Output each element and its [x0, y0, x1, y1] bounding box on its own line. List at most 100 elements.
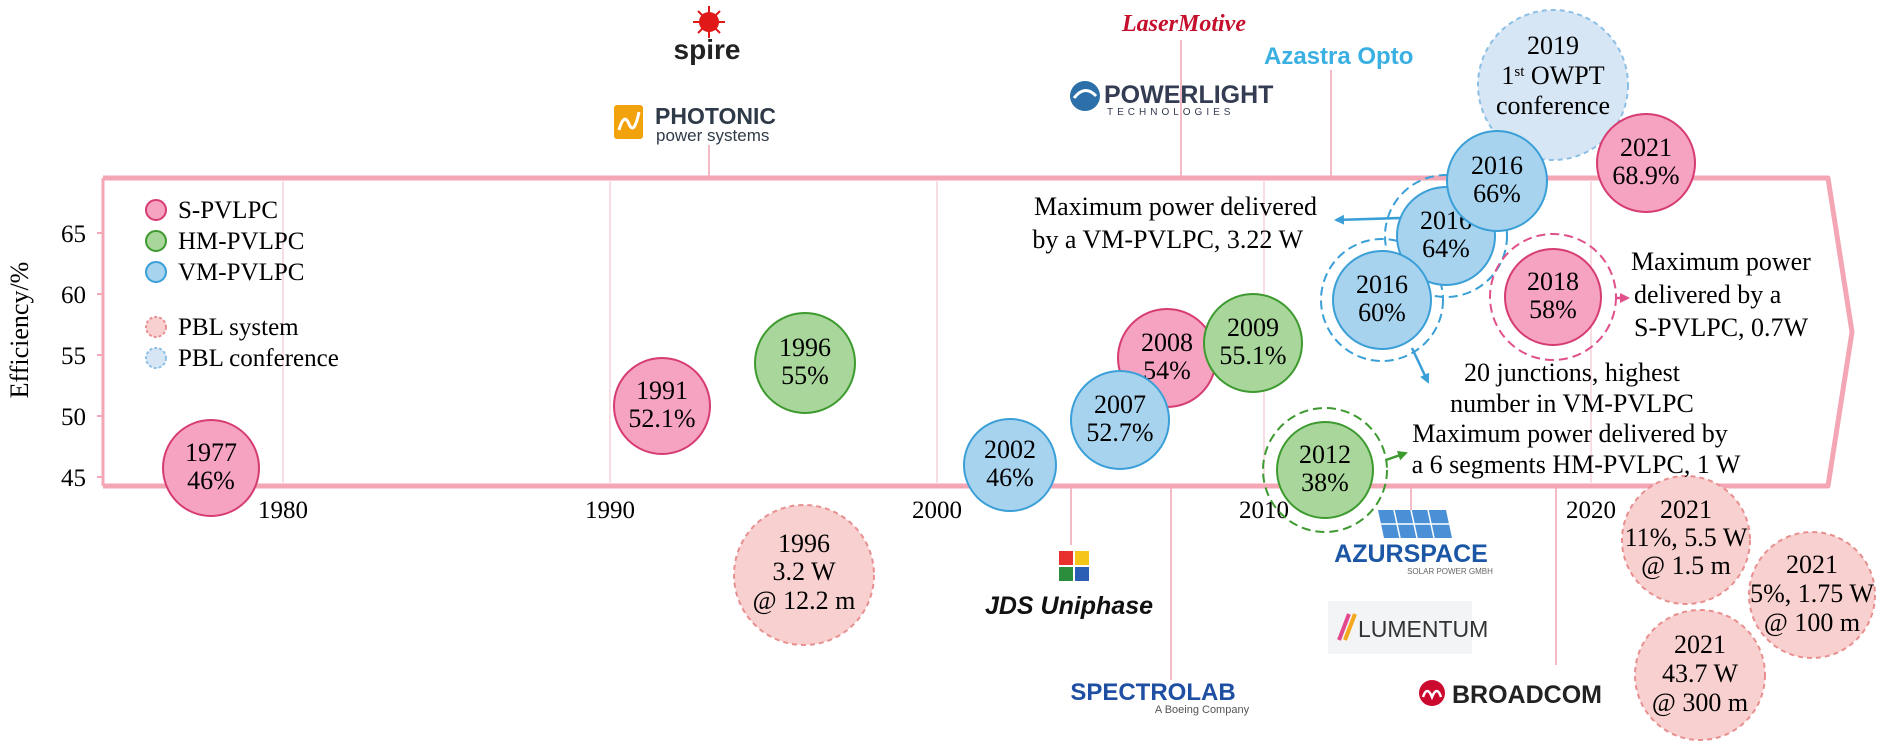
powerlight-icon	[1070, 81, 1100, 111]
annotation-line: a 6 segments HM-PVLPC, 1 W	[1412, 450, 1741, 479]
bubble-efficiency: 46%	[187, 466, 235, 495]
logo-azastra: Azastra Opto	[1264, 43, 1413, 70]
pbl-conference-year: 2019	[1527, 31, 1579, 60]
highlight-ring-2016-64	[1384, 174, 1508, 298]
bubble-hm-pvlpc-2009: 2009 55.1%	[1203, 293, 1303, 393]
logo-powerlight: POWERLIGHT TECHNOLOGIES	[1070, 81, 1273, 118]
logo-text: LUMENTUM	[1358, 616, 1488, 642]
annotation-line: by a VM-PVLPC, 3.22 W	[1032, 225, 1303, 254]
logo-text: AZURSPACE	[1334, 540, 1488, 568]
x-tick-label: 1990	[585, 497, 635, 524]
logo-spectrolab: SPECTROLAB A Boeing Company	[1070, 679, 1249, 716]
logo-jds: JDS Uniphase	[985, 551, 1153, 620]
pbl-conference-circle	[1477, 9, 1629, 161]
bubble-year: 1991	[636, 376, 688, 405]
bubble-s-pvlpc-1991: 1991 52.1%	[613, 357, 711, 455]
highlight-ring-2012	[1262, 407, 1388, 533]
logo-text: Azastra Opto	[1264, 43, 1413, 70]
x-tick-label: 2010	[1239, 497, 1289, 524]
bubble-efficiency: 52.7%	[1086, 418, 1153, 447]
bubble-circle	[162, 419, 260, 517]
pbl-distance: @ 300 m	[1652, 688, 1748, 717]
annotation-hm-max-power: Maximum power delivered by a 6 segments …	[1385, 419, 1741, 479]
bubble-efficiency: 64%	[1422, 234, 1470, 263]
efficiency-bubbles: 1977 46% 1991 52.1% 1996 55% 2002 46% 20…	[162, 113, 1696, 519]
pbl-distance: @ 100 m	[1764, 608, 1860, 637]
logo-lumentum: LUMENTUM	[1328, 601, 1488, 654]
annotation-line: number in VM-PVLPC	[1450, 389, 1694, 418]
pbl-conference-name: OWPT	[1524, 61, 1604, 90]
y-tick-label: 65	[61, 221, 86, 248]
bubble-s-pvlpc-1977: 1977 46%	[162, 419, 260, 517]
bubble-efficiency: 55.1%	[1219, 341, 1286, 370]
legend-label-vm-pvlpc: VM-PVLPC	[178, 259, 304, 286]
bubble-efficiency: 55%	[781, 361, 829, 390]
bubble-year: 1996	[779, 333, 831, 362]
bubble-year: 2018	[1527, 267, 1579, 296]
annotation-arrow	[1334, 214, 1401, 225]
annotation-line: S-PVLPC, 0.7W	[1634, 313, 1809, 342]
logo-subtext: A Boeing Company	[1155, 704, 1250, 716]
bubble-efficiency: 58%	[1529, 295, 1577, 324]
legend-swatch-vm-pvlpc	[145, 261, 167, 283]
legend-label-hm-pvlpc: HM-PVLPC	[178, 228, 304, 255]
logo-subtext: power systems	[656, 126, 769, 145]
logo-subtext: SOLAR POWER GMBH	[1407, 567, 1493, 576]
lumentum-icon	[1337, 613, 1351, 641]
bubble-year: 2016	[1471, 151, 1523, 180]
pbl-conference-title: 1st OWPT	[1501, 61, 1604, 90]
bubble-circle	[1446, 130, 1548, 232]
y-tick-label: 45	[61, 465, 86, 492]
bubble-year: 2021	[1620, 133, 1672, 162]
legend-label-s-pvlpc: S-PVLPC	[178, 197, 278, 224]
annotation-arrow	[1385, 450, 1408, 462]
annotations: Maximum power delivered by a VM-PVLPC, 3…	[1032, 192, 1811, 479]
y-tick-label: 60	[61, 282, 86, 309]
y-tick-label: 50	[61, 404, 86, 431]
pbl-conference-bubble: 2019 1st OWPT conference	[1477, 9, 1629, 161]
bubble-circle	[1203, 293, 1303, 393]
bubble-circle	[1332, 250, 1432, 350]
logo-text: BROADCOM	[1452, 681, 1602, 709]
x-tick-label: 1980	[258, 497, 308, 524]
logo-broadcom: BROADCOM	[1419, 680, 1602, 709]
pbl-power: 43.7 W	[1662, 659, 1739, 688]
legend-swatch-s-pvlpc	[145, 199, 167, 221]
legend-label-pbl-system: PBL system	[178, 314, 299, 341]
annotation-line: Maximum power delivered by	[1412, 419, 1728, 448]
annotation-vm-max-power: Maximum power delivered by a VM-PVLPC, 3…	[1032, 192, 1401, 254]
y-axis-label: Efficiency/%	[5, 262, 34, 399]
x-tick-label: 2020	[1566, 497, 1616, 524]
logo-lasermotive: LaserMotive	[1121, 11, 1246, 37]
bubble-efficiency: 38%	[1301, 468, 1349, 497]
logo-text: POWERLIGHT	[1104, 81, 1273, 109]
bubble-year: 2008	[1141, 328, 1193, 357]
pbl-system-2021-a: 2021 11%, 5.5 W @ 1.5 m	[1621, 475, 1751, 605]
annotation-arrow	[1410, 347, 1430, 384]
logo-text: LaserMotive	[1121, 11, 1246, 37]
logo-photonic: PHOTONIC power systems	[614, 103, 776, 145]
bubble-s-pvlpc-2018: 2018 58%	[1504, 248, 1602, 346]
bubble-year: 2009	[1227, 313, 1279, 342]
bubble-efficiency: 66%	[1473, 179, 1521, 208]
annotation-line: Maximum power	[1631, 247, 1811, 276]
pbl-distance: @ 1.5 m	[1641, 551, 1731, 580]
pbl-circle	[1621, 475, 1751, 605]
bubble-s-pvlpc-2021: 2021 68.9%	[1596, 113, 1696, 213]
bubble-circle	[1070, 370, 1170, 470]
bubble-hm-pvlpc-1996: 1996 55%	[754, 312, 856, 414]
bubble-circle	[613, 357, 711, 455]
logo-text: PHOTONIC	[655, 103, 776, 129]
pbl-power: 3.2 W	[772, 557, 836, 586]
bubble-vm-pvlpc-2007: 2007 52.7%	[1070, 370, 1170, 470]
pbl-circle	[1748, 531, 1876, 659]
bubble-year: 2002	[984, 435, 1036, 464]
bubble-efficiency: 54%	[1143, 356, 1191, 385]
logo-subtext: TECHNOLOGIES	[1107, 107, 1234, 118]
bubble-efficiency: 60%	[1358, 298, 1406, 327]
pbl-conference-word: conference	[1496, 91, 1610, 120]
bubble-year: 1977	[185, 438, 237, 467]
pbl-year: 2021	[1786, 550, 1838, 579]
logo-text: spire	[674, 34, 741, 65]
pbl-circle	[1634, 609, 1766, 741]
